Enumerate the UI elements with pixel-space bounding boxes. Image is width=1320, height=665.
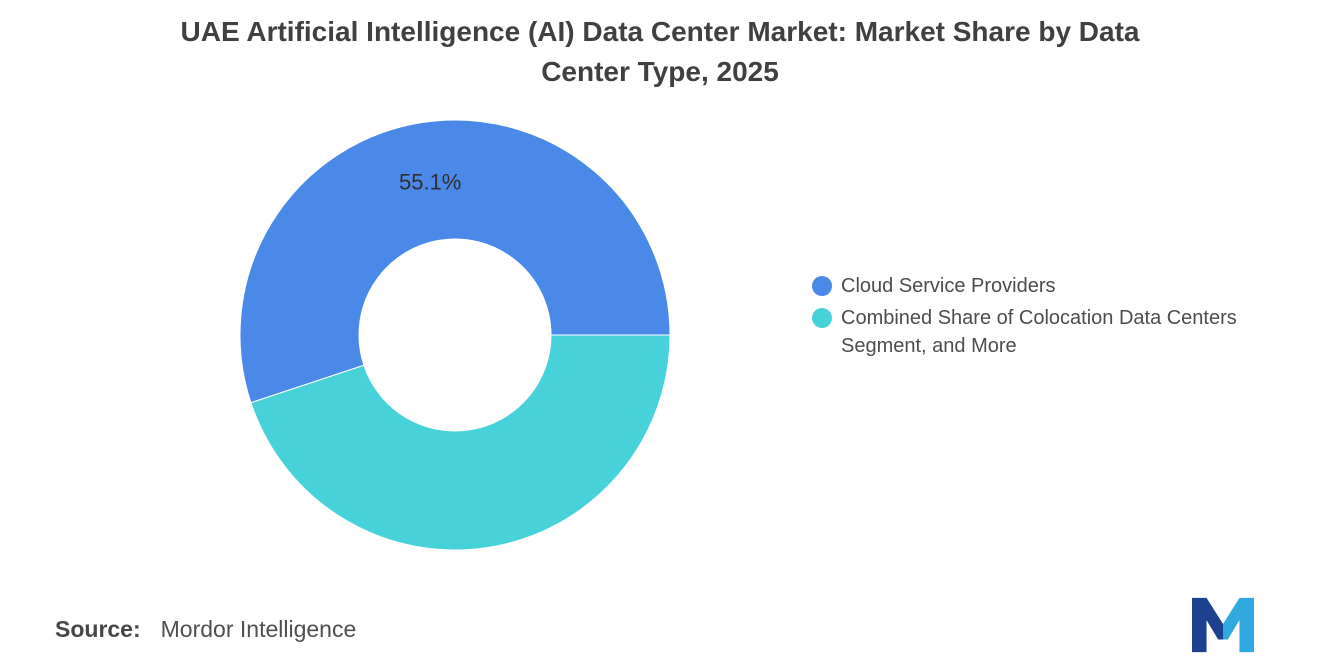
source-label: Source:: [55, 616, 141, 642]
legend-label: Combined Share of Colocation Data Center…: [841, 307, 1237, 357]
pie-slice-0[interactable]: [239, 119, 671, 404]
legend-item-cloud-service-providers[interactable]: Cloud Service Providers: [812, 272, 1299, 300]
legend-item-colocation-data-centers[interactable]: Combined Share of Colocation Data Center…: [812, 304, 1299, 360]
source-row: Source: Mordor Intelligence: [55, 616, 356, 643]
chart-legend: Cloud Service Providers Combined Share o…: [812, 272, 1299, 364]
legend-swatch-blue-icon: [812, 276, 832, 296]
legend-label: Cloud Service Providers: [841, 275, 1056, 297]
legend-swatch-teal-icon: [812, 308, 832, 328]
chart-title-line-1: UAE Artificial Intelligence (AI) Data Ce…: [180, 16, 1140, 47]
logo-left-shape: [1192, 597, 1223, 653]
mordor-intelligence-logo: [1192, 597, 1254, 653]
pie-slice-1[interactable]: [250, 334, 671, 551]
source-value: Mordor Intelligence: [160, 616, 357, 642]
chart-title: UAE Artificial Intelligence (AI) Data Ce…: [0, 12, 1320, 92]
pie-data-label-0: 55.1%: [399, 169, 461, 194]
chart-title-line-2: Center Type, 2025: [541, 56, 779, 87]
logo-right-shape: [1223, 597, 1254, 653]
